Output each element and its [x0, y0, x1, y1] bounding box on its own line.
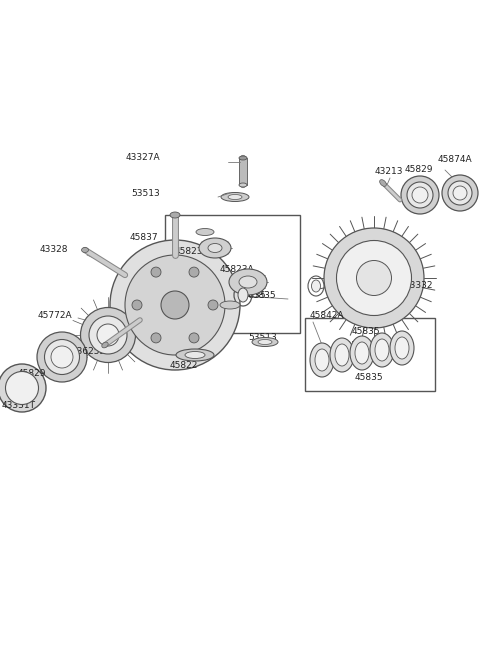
Ellipse shape	[81, 308, 135, 363]
Ellipse shape	[310, 343, 334, 377]
Text: 45835: 45835	[370, 354, 398, 363]
Ellipse shape	[453, 186, 467, 200]
Ellipse shape	[336, 241, 411, 316]
Ellipse shape	[395, 337, 409, 359]
Ellipse shape	[370, 333, 394, 367]
Ellipse shape	[196, 228, 214, 236]
Ellipse shape	[5, 371, 38, 405]
Ellipse shape	[102, 342, 108, 348]
Ellipse shape	[89, 316, 127, 354]
Ellipse shape	[82, 247, 88, 253]
Text: 43327A: 43327A	[125, 154, 160, 163]
Ellipse shape	[151, 333, 161, 343]
Ellipse shape	[412, 187, 428, 203]
Ellipse shape	[390, 331, 414, 365]
Text: 45823A: 45823A	[220, 266, 254, 274]
Text: 45835: 45835	[248, 291, 276, 300]
Ellipse shape	[220, 301, 240, 309]
Ellipse shape	[208, 300, 218, 310]
Text: 45835: 45835	[335, 340, 364, 350]
Text: 45842A: 45842A	[310, 310, 345, 319]
Ellipse shape	[189, 333, 199, 343]
Ellipse shape	[132, 300, 142, 310]
Bar	[239, 158, 247, 185]
Ellipse shape	[375, 339, 389, 361]
Ellipse shape	[189, 267, 199, 277]
Text: 45835: 45835	[238, 291, 266, 300]
Text: 45837: 45837	[130, 234, 158, 243]
Text: 45829: 45829	[405, 165, 433, 174]
Ellipse shape	[229, 269, 267, 295]
Ellipse shape	[335, 344, 349, 366]
Text: 43625B: 43625B	[72, 348, 107, 356]
Ellipse shape	[407, 182, 433, 208]
Text: 43328: 43328	[40, 245, 69, 255]
Ellipse shape	[355, 342, 369, 364]
Ellipse shape	[239, 156, 247, 160]
Text: 45835: 45835	[316, 358, 345, 367]
Bar	[165, 215, 300, 333]
Ellipse shape	[380, 180, 386, 186]
Ellipse shape	[324, 228, 424, 328]
Bar	[305, 318, 435, 391]
Ellipse shape	[208, 243, 222, 253]
Ellipse shape	[151, 267, 161, 277]
Ellipse shape	[448, 181, 472, 205]
Ellipse shape	[401, 176, 439, 214]
Ellipse shape	[330, 338, 354, 372]
Ellipse shape	[315, 349, 329, 371]
Ellipse shape	[239, 276, 257, 288]
Text: 53513: 53513	[131, 188, 160, 197]
Text: 43213: 43213	[375, 167, 404, 176]
Text: 45835: 45835	[355, 373, 384, 382]
Ellipse shape	[442, 175, 478, 211]
Text: 45823A: 45823A	[175, 247, 210, 256]
Ellipse shape	[176, 349, 214, 361]
Text: 43332: 43332	[405, 281, 433, 291]
Ellipse shape	[312, 280, 321, 292]
Text: 45822: 45822	[170, 361, 198, 369]
Ellipse shape	[185, 352, 205, 358]
Text: 45835: 45835	[352, 327, 381, 337]
Ellipse shape	[238, 288, 248, 302]
Ellipse shape	[199, 238, 231, 258]
Ellipse shape	[258, 340, 272, 344]
Ellipse shape	[125, 255, 225, 355]
Ellipse shape	[161, 291, 189, 319]
Ellipse shape	[37, 332, 87, 382]
Ellipse shape	[252, 337, 278, 346]
Ellipse shape	[97, 324, 119, 346]
Text: 45829: 45829	[18, 369, 47, 377]
Text: 43331T: 43331T	[2, 401, 36, 409]
Ellipse shape	[221, 192, 249, 201]
Ellipse shape	[239, 183, 247, 187]
Ellipse shape	[110, 240, 240, 370]
Ellipse shape	[170, 212, 180, 218]
Text: 45772A: 45772A	[38, 312, 72, 321]
Ellipse shape	[51, 346, 73, 368]
Ellipse shape	[357, 260, 392, 295]
Ellipse shape	[228, 194, 242, 199]
Ellipse shape	[45, 340, 80, 375]
Ellipse shape	[350, 336, 374, 370]
Ellipse shape	[0, 364, 46, 412]
Text: 53513: 53513	[248, 333, 277, 342]
Text: 45874A: 45874A	[438, 155, 473, 165]
